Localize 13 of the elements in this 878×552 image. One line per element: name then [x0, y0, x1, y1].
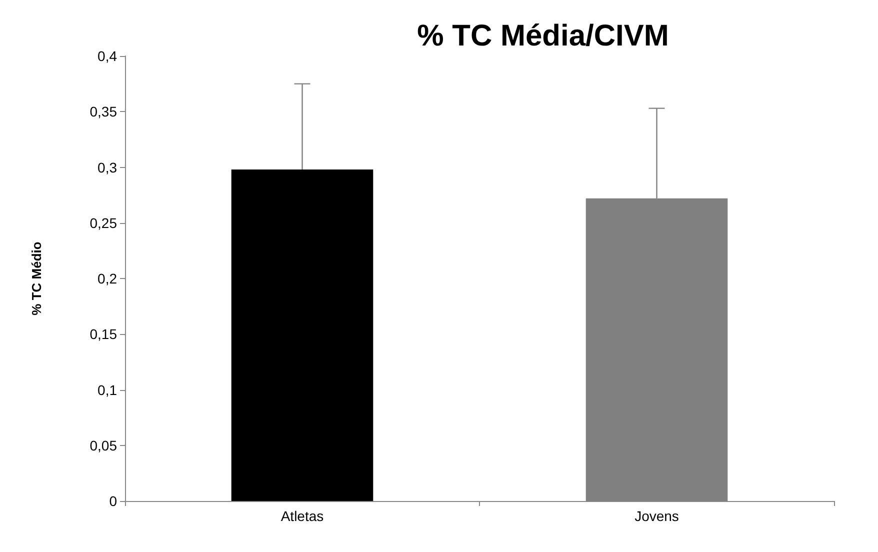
- x-tick-label: Atletas: [280, 508, 324, 524]
- y-axis-title: % TC Médio: [29, 242, 44, 316]
- y-tick-label: 0,3: [98, 159, 118, 176]
- y-tick-label: 0,25: [90, 214, 118, 231]
- x-tick-label: Jovens: [634, 508, 679, 524]
- chart-title: % TC Média/CIVM: [417, 20, 669, 52]
- y-tick-label: 0,15: [90, 326, 118, 342]
- y-tick-label: 0: [109, 493, 118, 509]
- y-tick-label: 0,35: [90, 104, 118, 120]
- y-tick-label: 0,05: [90, 437, 118, 454]
- y-tick-label: 0,1: [98, 382, 118, 398]
- y-tick-label: 0,2: [98, 270, 118, 286]
- y-tick-label: 0,4: [98, 48, 118, 64]
